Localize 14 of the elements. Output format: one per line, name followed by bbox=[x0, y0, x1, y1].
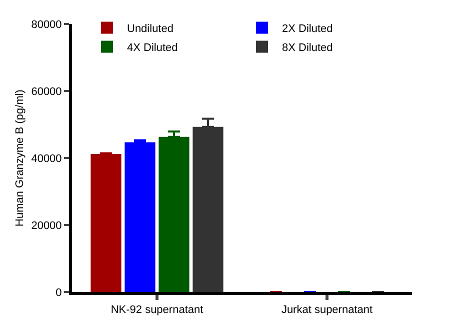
y-tick-label: 60000 bbox=[31, 86, 62, 98]
legend-label: 8X Diluted bbox=[282, 42, 333, 54]
x-tick-label: NK-92 supernatant bbox=[110, 304, 204, 316]
x-tick-label: Jurkat supernatant bbox=[281, 304, 373, 316]
bar bbox=[124, 142, 156, 292]
y-tick-label: 20000 bbox=[31, 220, 62, 232]
y-tick-label: 0 bbox=[56, 286, 62, 299]
y-tick-label: 40000 bbox=[31, 152, 62, 165]
legend-label: 4X Diluted bbox=[127, 42, 178, 54]
y-tick-label: 80000 bbox=[31, 18, 62, 31]
legend-label: 2X Diluted bbox=[282, 23, 333, 36]
bar bbox=[90, 154, 122, 292]
y-axis-title: Human Granzyme B (pg/ml) bbox=[14, 90, 26, 226]
legend-label: Undiluted bbox=[127, 23, 174, 36]
